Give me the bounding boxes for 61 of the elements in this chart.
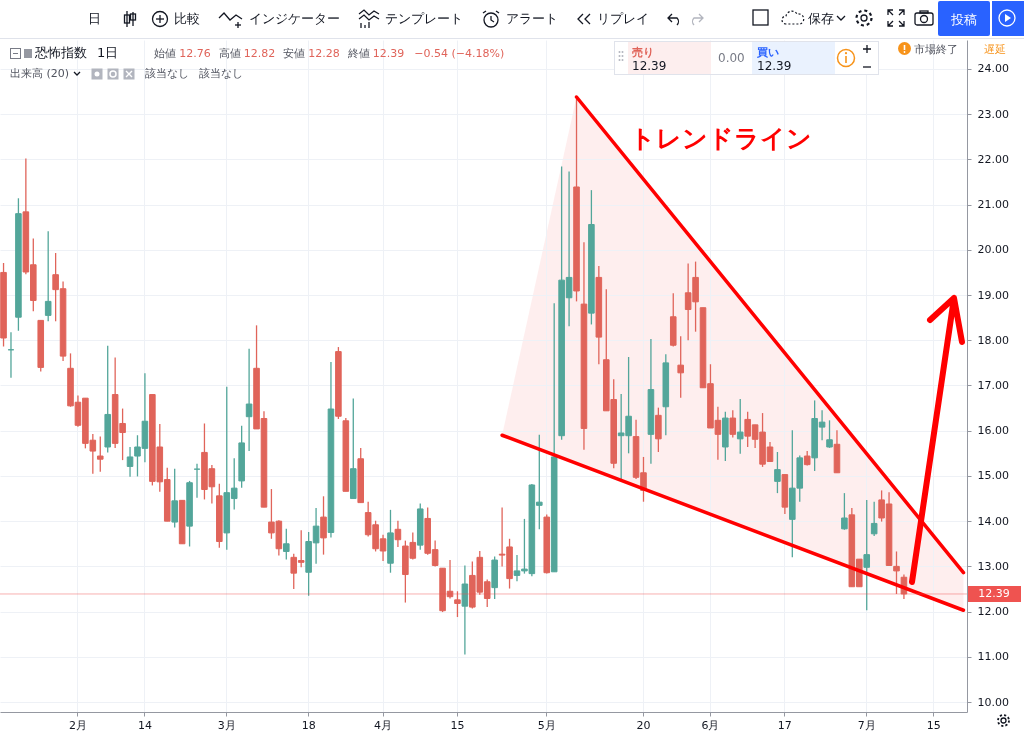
text: 投稿 (951, 11, 977, 29)
x-tick-label: 5月 (537, 718, 556, 732)
annotation: 0.00 (718, 51, 745, 65)
annotation: トレンドライン (630, 123, 812, 155)
y-tick-label: 12.00 (977, 605, 1009, 619)
text: インジケーター (249, 10, 340, 28)
y-tick-label: 11.00 (977, 650, 1009, 664)
x-tick-label: 3月 (217, 718, 236, 732)
annotation: 12.28 (308, 46, 340, 60)
x-tick-label: 18 (301, 718, 316, 732)
annotation: 終値 (347, 45, 370, 61)
y-tick-label: 17.00 (977, 379, 1009, 392)
annotation: 12.39 (757, 59, 792, 73)
chart-subtitle: 1日 (97, 44, 119, 62)
ref-line-label: 12.39 (978, 586, 1010, 600)
x-tick-label: 7月 (857, 718, 876, 732)
chart-title: 恐怖指数 (35, 44, 87, 62)
x-tick-label: 15 (450, 718, 465, 732)
annotation: 12.82 (243, 46, 276, 60)
text: リプレイ (597, 10, 649, 28)
x-tick-label: 14 (137, 718, 152, 732)
annotation: 安値 (283, 45, 306, 61)
text: 保存 (808, 11, 834, 28)
x-tick-label: 17 (777, 718, 792, 732)
annotation: 売り (632, 45, 654, 60)
y-tick-label: 21.00 (977, 198, 1009, 212)
annotation: 12.76 (179, 46, 211, 60)
y-tick-label: 13.00 (977, 559, 1009, 573)
x-tick-label: 4月 (374, 718, 393, 732)
y-tick-label: 24.00 (977, 62, 1009, 76)
annotation: 該当なし (199, 66, 244, 81)
annotation: 12.39 (632, 59, 667, 73)
candlestick (461, 565, 469, 655)
x-tick-label: 20 (636, 718, 651, 732)
candlestick (647, 338, 655, 464)
annotation: −0.54 (−4.18%) (414, 46, 505, 60)
y-tick-label: 14.00 (977, 514, 1009, 528)
candlestick (245, 348, 253, 452)
y-tick-label: 18.00 (977, 333, 1009, 347)
y-tick-label: 20.00 (977, 243, 1009, 257)
y-tick-label: 22.00 (977, 152, 1009, 166)
y-tick-label: 16.00 (977, 424, 1009, 438)
y-tick-label: 23.00 (977, 107, 1009, 121)
annotation: 該当なし (145, 66, 190, 81)
annotation: 高値 (218, 45, 241, 61)
annotation: 始値 (154, 45, 177, 61)
y-tick-label: 15.00 (977, 469, 1009, 483)
x-tick-label: 2月 (68, 718, 87, 732)
x-tick-label: 15 (926, 718, 941, 732)
y-tick-label: 10.00 (977, 695, 1009, 709)
annotation: 出来高 (20) (10, 66, 70, 81)
text: 遅延 (984, 42, 1006, 57)
annotation: 買い (757, 45, 779, 60)
text: 日 (88, 10, 101, 28)
text: テンプレート (385, 10, 463, 28)
y-tick-label: 19.00 (977, 288, 1009, 302)
x-tick-label: 6月 (701, 718, 720, 732)
annotation: 市場終了 (914, 42, 958, 57)
text: 比較 (174, 10, 200, 28)
annotation: 12.39 (372, 46, 405, 60)
text: アラート (506, 10, 558, 28)
